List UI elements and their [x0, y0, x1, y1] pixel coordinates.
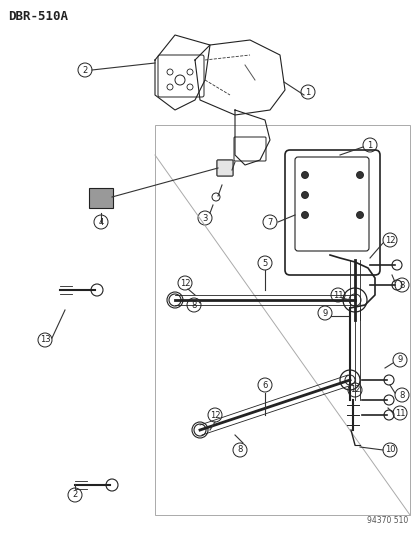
Text: 2: 2: [72, 490, 78, 499]
Text: 8: 8: [399, 280, 404, 289]
Text: 2: 2: [82, 66, 88, 75]
Text: 9: 9: [322, 309, 327, 318]
Text: 12: 12: [209, 410, 220, 419]
FancyBboxPatch shape: [216, 160, 233, 176]
Circle shape: [301, 191, 308, 198]
Text: DBR-510A: DBR-510A: [8, 10, 68, 23]
Circle shape: [301, 212, 308, 219]
Text: 11: 11: [332, 290, 342, 300]
Text: 13: 13: [40, 335, 50, 344]
Text: 12: 12: [384, 236, 394, 245]
Circle shape: [301, 172, 308, 179]
FancyBboxPatch shape: [89, 188, 113, 208]
Circle shape: [356, 172, 363, 179]
Text: 7: 7: [267, 217, 272, 227]
Text: 94370 510: 94370 510: [366, 516, 407, 525]
Text: 9: 9: [396, 356, 402, 365]
Text: 10: 10: [384, 446, 394, 455]
Text: 8: 8: [191, 301, 196, 310]
Text: 8: 8: [399, 391, 404, 400]
Text: 4: 4: [98, 217, 103, 227]
Text: 6: 6: [262, 381, 267, 390]
Text: 1: 1: [305, 87, 310, 96]
Text: 5: 5: [262, 259, 267, 268]
Text: 3: 3: [202, 214, 207, 222]
Circle shape: [356, 212, 363, 219]
Text: 12: 12: [349, 385, 359, 394]
Text: 1: 1: [366, 141, 372, 149]
Text: 8: 8: [237, 446, 242, 455]
Bar: [154, 125, 409, 515]
Text: 12: 12: [179, 279, 190, 287]
Text: 11: 11: [394, 408, 404, 417]
